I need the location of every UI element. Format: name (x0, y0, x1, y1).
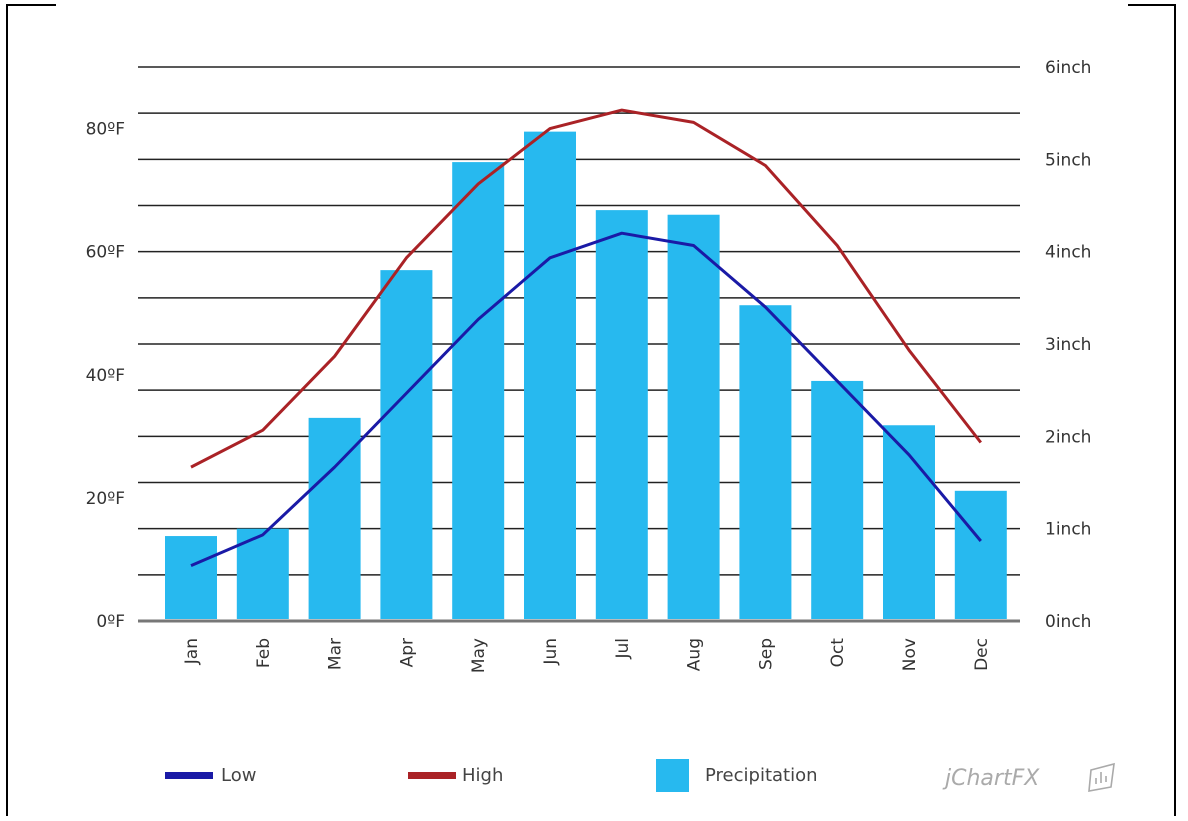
x-tick-label: Aug (685, 638, 705, 671)
legend-label-high: High (462, 765, 503, 786)
bar-precipitation-jan[interactable] (165, 536, 217, 619)
x-tick-label: Mar (326, 638, 346, 670)
bar-precipitation-jun[interactable] (524, 131, 576, 619)
right-axis: 0inch 1inch 2inch 3inch 4inch 5inch 6inch (1045, 58, 1091, 632)
legend-swatch-precipitation (656, 759, 689, 792)
legend-swatch-low (165, 772, 213, 779)
left-tick-label: 0ºF (96, 612, 125, 632)
legend-label-low: Low (221, 765, 256, 786)
bar-precipitation-sep[interactable] (739, 305, 792, 619)
brand-chart-icon (1088, 762, 1115, 792)
left-tick-label: 80ºF (86, 120, 125, 140)
x-tick-label: Feb (254, 638, 274, 668)
legend-item-precipitation[interactable]: Precipitation (656, 759, 818, 792)
x-tick-label: Oct (828, 638, 848, 668)
lines (190, 108, 982, 567)
right-tick-label: 3inch (1045, 335, 1091, 355)
right-tick-label: 0inch (1045, 612, 1091, 632)
right-tick-label: 6inch (1045, 58, 1091, 78)
bar-precipitation-aug[interactable] (667, 214, 720, 619)
bar-precipitation-jul[interactable] (595, 210, 648, 619)
bar-precipitation-nov[interactable] (883, 425, 935, 619)
chart-panel (56, 4, 1128, 814)
line-high[interactable] (190, 108, 982, 469)
left-tick-label: 40ºF (86, 366, 125, 386)
bar-precipitation-apr[interactable] (380, 270, 433, 619)
left-axis: 0ºF 20ºF 40ºF 60ºF 80ºF (86, 120, 125, 632)
line-low[interactable] (190, 231, 982, 567)
legend: Low High Precipitation (165, 759, 818, 792)
bar-precipitation-oct[interactable] (811, 380, 864, 619)
bar-precipitation-may[interactable] (452, 162, 505, 619)
bars (165, 131, 1007, 619)
legend-swatch-high (408, 772, 456, 779)
legend-label-precipitation: Precipitation (705, 765, 818, 786)
x-tick-label: Apr (397, 638, 417, 667)
bar-precipitation-dec[interactable] (954, 490, 1007, 619)
right-tick-label: 2inch (1045, 427, 1091, 447)
legend-item-low[interactable]: Low (165, 765, 256, 786)
x-tick-label: May (469, 638, 489, 673)
x-axis: Jan Feb Mar Apr May Jun Jul Aug Sep Oct Nov Dec (182, 638, 992, 673)
right-tick-label: 5inch (1045, 150, 1091, 170)
legend-item-high[interactable]: High (408, 765, 503, 786)
right-tick-label: 1inch (1045, 520, 1091, 540)
left-tick-label: 20ºF (86, 489, 125, 509)
x-tick-label: Jun (541, 638, 561, 666)
x-tick-label: Dec (972, 638, 992, 671)
x-tick-label: Jan (182, 638, 202, 665)
brand-text: jChartFX (942, 766, 1040, 791)
right-tick-label: 4inch (1045, 243, 1091, 263)
x-tick-label: Nov (900, 638, 920, 671)
left-tick-label: 60ºF (86, 243, 125, 263)
brand-logo: jChartFX (942, 762, 1115, 792)
x-tick-label: Sep (756, 638, 776, 670)
x-tick-label: Jul (613, 638, 633, 660)
